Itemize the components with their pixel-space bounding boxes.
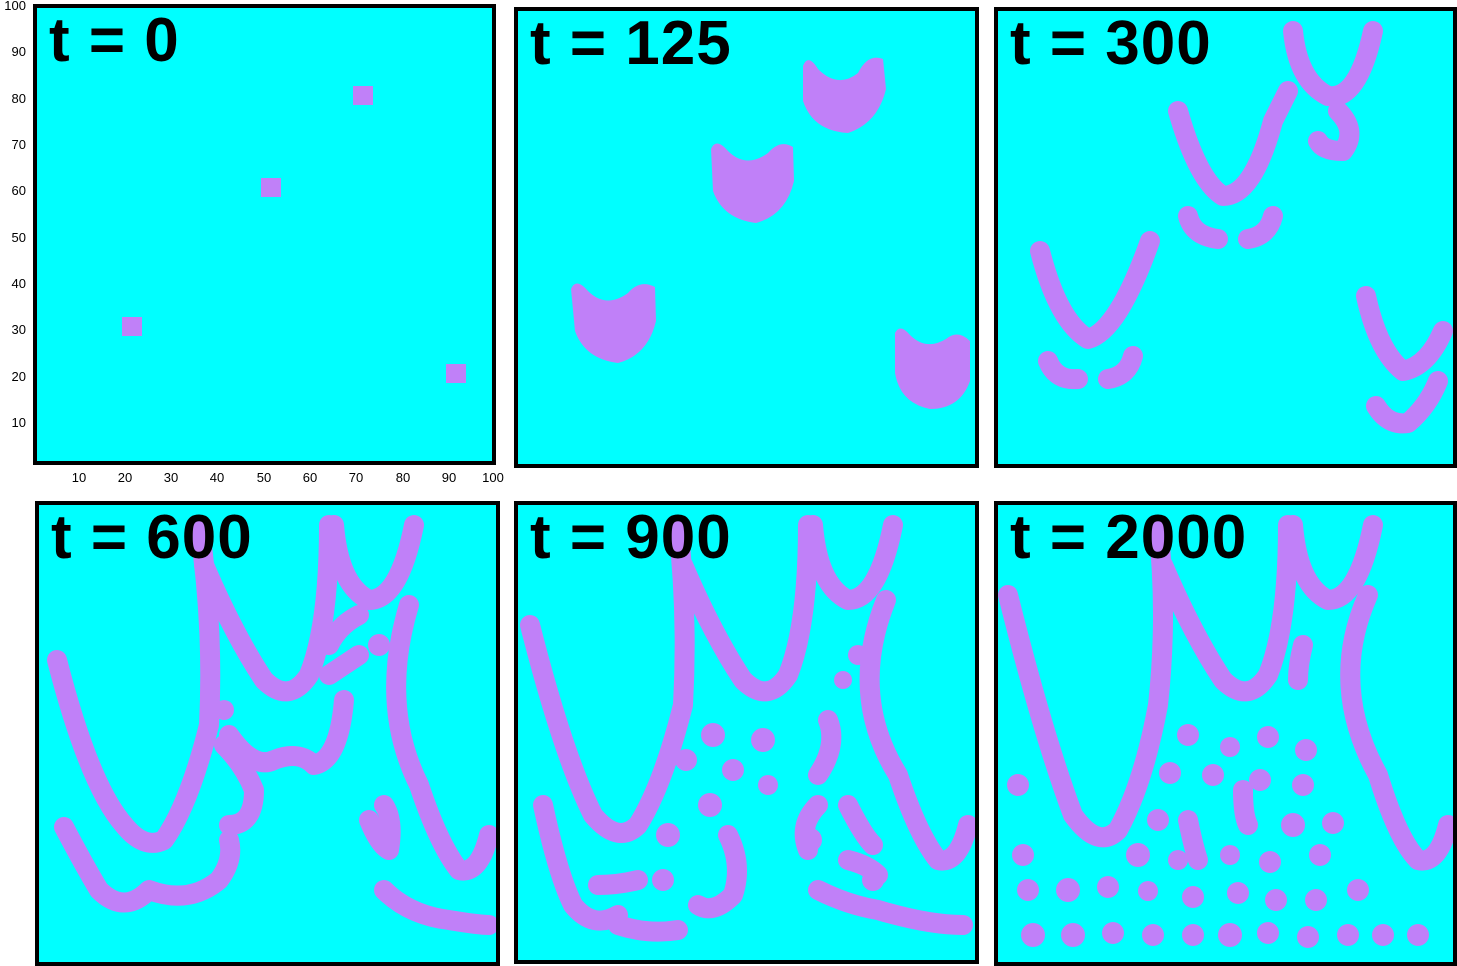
- x-tick: 60: [302, 470, 318, 485]
- y-tick: 20: [11, 369, 26, 384]
- x-tick: 10: [71, 470, 87, 485]
- pattern-field: [520, 515, 975, 942]
- y-tick: 80: [11, 91, 26, 106]
- x-tick: 50: [256, 470, 272, 485]
- x-tick: 80: [395, 470, 411, 485]
- x-tick: 90: [441, 470, 457, 485]
- y-tick: 60: [11, 183, 26, 198]
- time-label: t = 2000: [1010, 503, 1248, 572]
- y-tick: 50: [11, 230, 26, 245]
- time-label: t = 900: [530, 503, 732, 572]
- pattern-field: [571, 57, 970, 409]
- y-tick: 90: [11, 44, 26, 59]
- panel-t125: t = 125: [514, 7, 979, 468]
- panel-t0: t = 0: [33, 4, 496, 465]
- pattern-field: [122, 86, 466, 383]
- y-tick: 70: [11, 137, 26, 152]
- x-tick: 40: [209, 470, 225, 485]
- time-label: t = 600: [51, 503, 253, 572]
- panel-t2000: t = 2000: [994, 501, 1457, 966]
- y-tick: 40: [11, 276, 26, 291]
- x-tick: 30: [163, 470, 179, 485]
- panel-t900: t = 900: [514, 501, 979, 964]
- pattern-field: [1030, 21, 1453, 434]
- y-tick: 30: [11, 322, 26, 337]
- x-tick: 70: [348, 470, 364, 485]
- panel-t600: t = 600: [35, 501, 500, 966]
- time-label: t = 0: [49, 6, 180, 75]
- time-label: t = 125: [530, 9, 732, 78]
- x-tick: 100: [482, 470, 504, 485]
- y-tick: 100: [4, 0, 26, 13]
- pattern-field: [47, 515, 496, 935]
- pattern-field: [998, 515, 1453, 948]
- y-tick: 10: [11, 415, 26, 430]
- panel-t300: t = 300: [994, 7, 1457, 468]
- time-label: t = 300: [1010, 9, 1212, 78]
- x-tick: 20: [117, 470, 133, 485]
